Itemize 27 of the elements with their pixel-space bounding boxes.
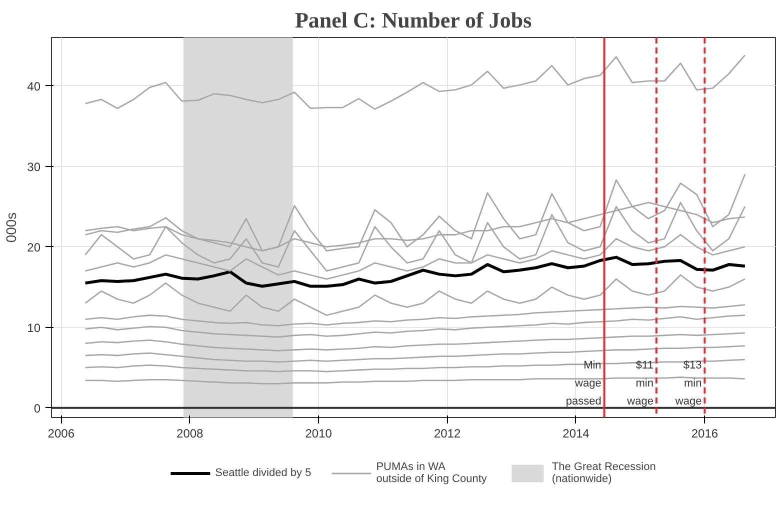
line-series: [84, 274, 746, 316]
x-tick-label: 2016: [691, 426, 718, 440]
chart-title: Panel C: Number of Jobs: [294, 8, 532, 32]
y-axis-title: 000s: [3, 212, 20, 243]
x-tick-label: 2006: [48, 426, 75, 440]
legend-label: The Great Recession (nationwide): [552, 460, 656, 484]
line-series: [84, 174, 746, 252]
ref-line-label: $11 min wage: [626, 360, 654, 408]
x-tick-label: 2014: [562, 426, 590, 440]
legend-label: Seattle divided by 5: [215, 466, 312, 478]
line-series: [84, 256, 746, 288]
ref-line-label: $13 min wage: [674, 360, 702, 408]
y-tick-label: 30: [27, 160, 41, 174]
x-tick-label: 2010: [305, 426, 332, 440]
legend-label: PUMAs in WA outside of King County: [376, 460, 487, 484]
line-series: [84, 54, 746, 110]
x-tick-label: 2012: [434, 426, 461, 440]
line-series: [84, 314, 746, 338]
line-series: [84, 304, 746, 326]
line-series: [84, 358, 746, 372]
y-tick-label: 20: [27, 240, 41, 254]
x-tick-label: 2008: [176, 426, 204, 440]
y-tick-label: 0: [34, 401, 41, 416]
y-tick-label: 10: [27, 320, 41, 335]
line-series: [84, 332, 746, 352]
ref-line-label: Min wage passed: [566, 360, 602, 408]
y-tick-label: 40: [27, 79, 41, 94]
